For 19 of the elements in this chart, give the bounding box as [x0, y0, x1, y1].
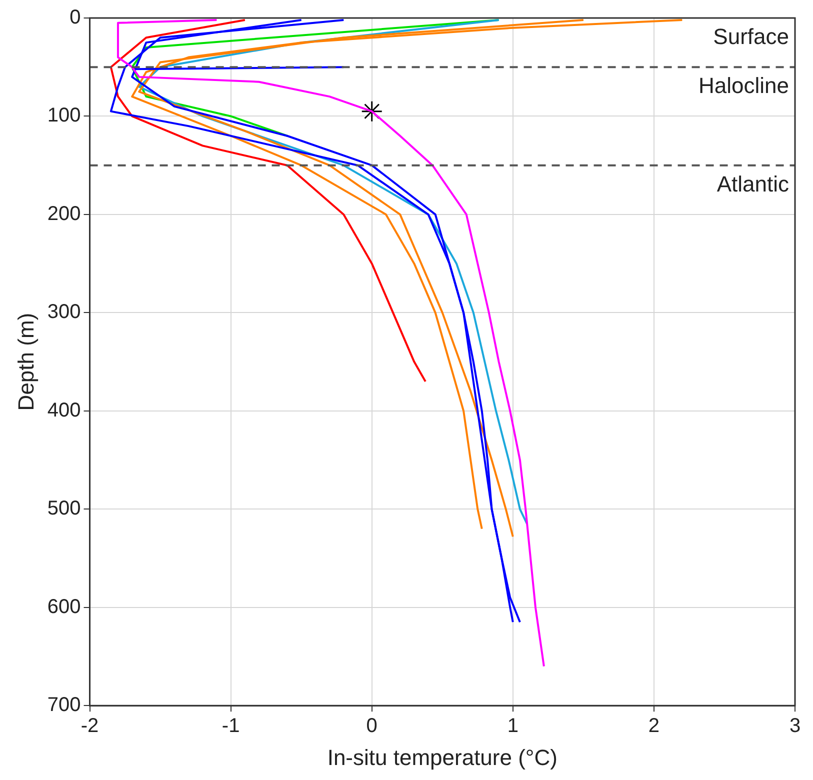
y-tick-label: 400: [47, 399, 81, 422]
x-tick-label: 3: [789, 715, 801, 738]
annotation: Surface: [713, 24, 789, 50]
y-tick-label: 700: [47, 694, 81, 716]
x-tick-label: 2: [648, 715, 660, 738]
y-tick-label: 600: [47, 596, 81, 618]
y-tick-label: 500: [47, 498, 81, 520]
y-tick-label: 300: [47, 301, 81, 324]
y-axis-title: Depth (m): [13, 312, 38, 411]
x-tick-label: -1: [222, 715, 240, 738]
y-tick-label: 0: [70, 6, 81, 29]
x-tick-label: 1: [507, 715, 518, 738]
x-tick-label: 0: [366, 715, 378, 738]
y-tick-label: 100: [47, 104, 81, 127]
x-axis-title: In-situ temperature (°C): [327, 744, 558, 770]
annotation: Halocline: [698, 73, 789, 98]
annotation: Atlantic: [716, 171, 789, 196]
y-tick-label: 200: [47, 202, 81, 225]
x-tick-label: -2: [80, 715, 99, 738]
